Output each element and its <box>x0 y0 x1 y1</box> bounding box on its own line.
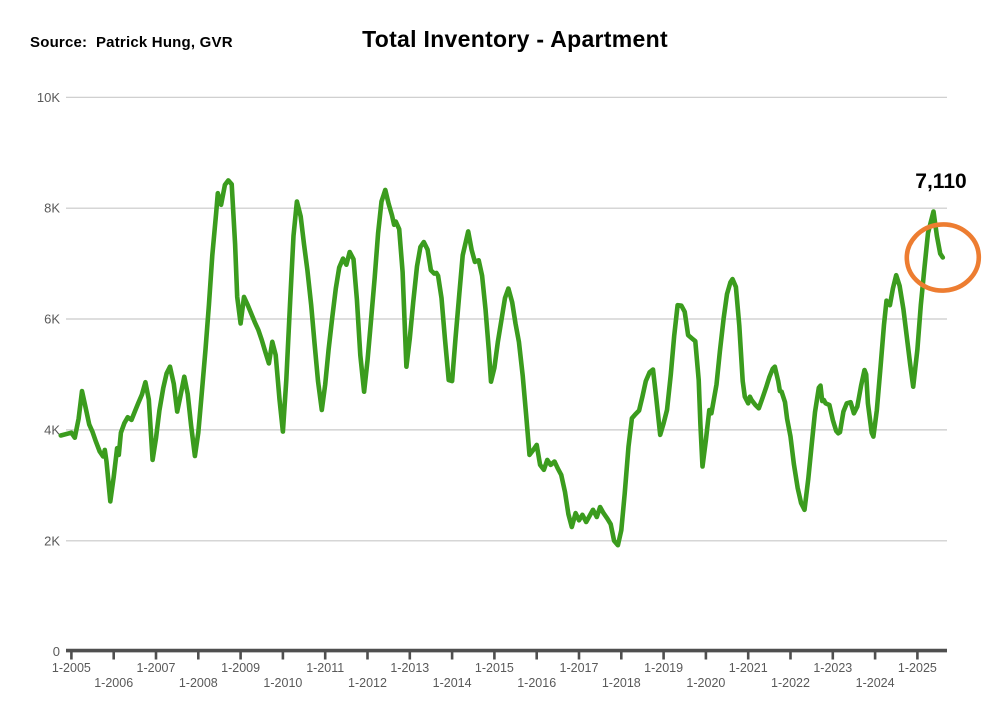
x-tick-label-1-2008: 1-2008 <box>179 676 218 690</box>
x-tick-label-1-2025: 1-2025 <box>898 661 937 675</box>
x-tick-label-1-2022: 1-2022 <box>771 676 810 690</box>
x-tick-label-1-2013: 1-2013 <box>390 661 429 675</box>
x-tick-label-1-2017: 1-2017 <box>560 661 599 675</box>
x-tick-label-1-2016: 1-2016 <box>517 676 556 690</box>
highlight-circle-icon <box>904 222 982 293</box>
x-tick-label-1-2015: 1-2015 <box>475 661 514 675</box>
x-tick-label-1-2011: 1-2011 <box>306 661 344 675</box>
x-tick-label-1-2018: 1-2018 <box>602 676 641 690</box>
x-tick-label-1-2006: 1-2006 <box>94 676 133 690</box>
x-tick-label-1-2020: 1-2020 <box>686 676 725 690</box>
x-tick-label-1-2005: 1-2005 <box>52 661 91 675</box>
x-tick-label-1-2023: 1-2023 <box>813 661 852 675</box>
source-label: Source: Patrick Hung, GVR <box>30 34 233 51</box>
x-tick-label-1-2019: 1-2019 <box>644 661 683 675</box>
x-tick-label-1-2021: 1-2021 <box>729 661 768 675</box>
y-tick-label-0: 0 <box>53 644 60 659</box>
page-title: Total Inventory - Apartment <box>362 26 668 52</box>
y-tick-label-4K: 4K <box>44 422 60 437</box>
y-tick-label-10K: 10K <box>37 90 60 105</box>
x-tick-label-1-2014: 1-2014 <box>433 676 472 690</box>
gridlines <box>66 96 947 542</box>
x-tick-label-1-2010: 1-2010 <box>263 676 302 690</box>
y-tick-label-2K: 2K <box>44 533 60 548</box>
inventory-line <box>58 178 946 548</box>
x-tick-label-1-2024: 1-2024 <box>856 676 895 690</box>
y-tick-label-8K: 8K <box>44 201 60 216</box>
y-tick-label-6K: 6K <box>44 312 60 327</box>
x-tick-label-1-2012: 1-2012 <box>348 676 387 690</box>
x-tick-label-1-2009: 1-2009 <box>221 661 260 675</box>
x-tick-label-1-2007: 1-2007 <box>137 661 176 675</box>
y-axis-labels: 10K 8K 6K 4K 2K 0 <box>37 90 60 659</box>
last-point-value-label: 7,110 <box>915 170 967 193</box>
